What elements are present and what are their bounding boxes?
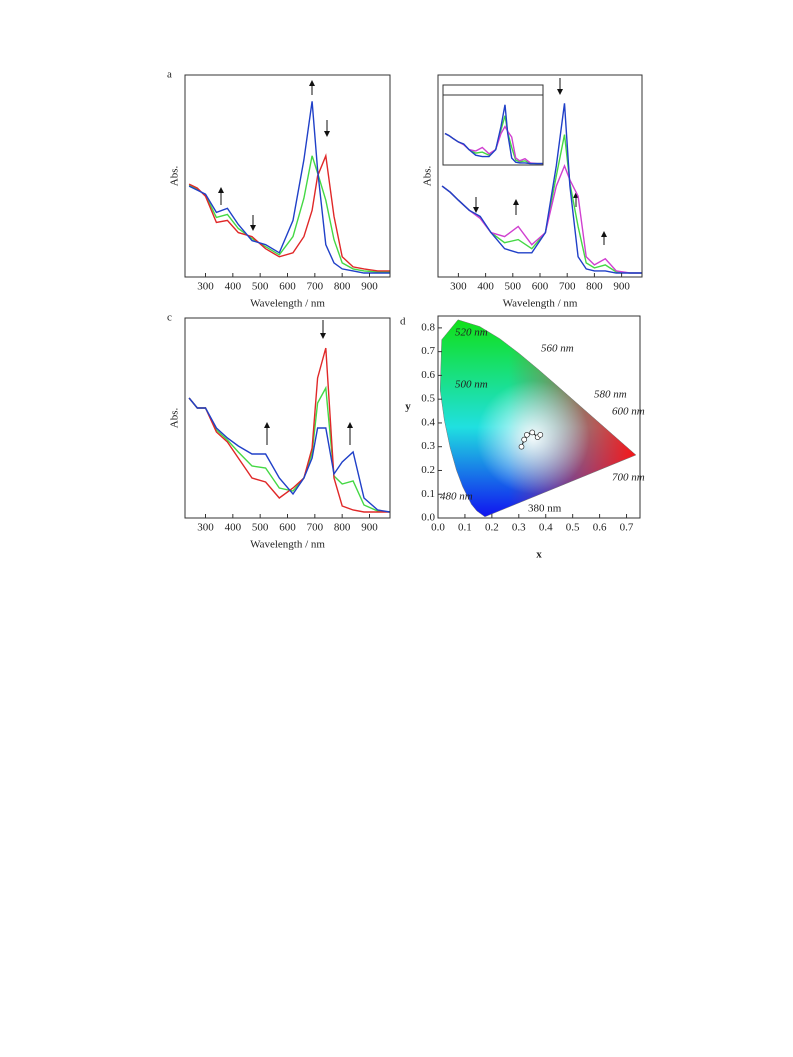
plot-frame bbox=[442, 94, 544, 166]
plot-frame bbox=[437, 315, 641, 519]
x-tick-label: 600 bbox=[279, 281, 296, 293]
y-axis-label: Abs. bbox=[422, 166, 434, 187]
x-axis-label: Wavelength / nm bbox=[250, 539, 325, 551]
x-tick-label: 500 bbox=[252, 281, 269, 293]
color-point bbox=[529, 429, 536, 436]
y-tick-label: 0.8 bbox=[421, 321, 435, 333]
spectral-locus bbox=[439, 319, 637, 518]
y-axis-label: Abs. bbox=[169, 166, 181, 187]
x-tick-label: 500 bbox=[505, 281, 522, 293]
x-tick-label: 0.7 bbox=[620, 522, 634, 534]
wavelength-label: 520 nm bbox=[455, 327, 488, 339]
spectrum-line bbox=[444, 104, 543, 165]
x-tick-label: 900 bbox=[361, 281, 378, 293]
x-tick-label: 300 bbox=[450, 281, 467, 293]
spectrum-line bbox=[188, 101, 390, 274]
x-tick-label: 800 bbox=[334, 522, 351, 534]
y-tick-label: 0.3 bbox=[421, 440, 435, 452]
gamut bbox=[440, 319, 636, 517]
spectrum-line bbox=[188, 347, 390, 513]
y-tick-label: 0.7 bbox=[421, 345, 435, 357]
x-tick-label: 0.3 bbox=[512, 522, 526, 534]
y-tick-label: 0.1 bbox=[421, 488, 435, 500]
spectrum-line bbox=[441, 134, 642, 274]
wavelength-label: 600 nm bbox=[612, 406, 645, 418]
x-tick-label: 600 bbox=[532, 281, 549, 293]
wavelength-label: 700 nm bbox=[612, 472, 645, 484]
x-tick-label: 0.1 bbox=[458, 522, 472, 534]
color-point bbox=[518, 443, 525, 450]
panel-label: c bbox=[167, 312, 172, 324]
x-tick-label: 700 bbox=[307, 281, 324, 293]
x-tick-label: 400 bbox=[225, 522, 242, 534]
y-axis-label: Abs. bbox=[169, 408, 181, 429]
wavelength-label: 580 nm bbox=[594, 389, 627, 401]
arrows bbox=[218, 78, 607, 445]
x-tick-label: 500 bbox=[252, 522, 269, 534]
y-tick-label: 0.5 bbox=[421, 393, 435, 405]
x-tick-label: 0.5 bbox=[566, 522, 580, 534]
x-axis-label: Wavelength / nm bbox=[250, 298, 325, 310]
y-tick-label: 0.4 bbox=[421, 416, 435, 428]
x-tick-label: 800 bbox=[586, 281, 603, 293]
y-tick-label: 0.0 bbox=[421, 512, 435, 524]
x-axis-label: Wavelength / nm bbox=[503, 298, 578, 310]
wavelength-label: 500 nm bbox=[455, 379, 488, 391]
spectrum-line bbox=[188, 397, 391, 513]
x-tick-label: 300 bbox=[197, 281, 214, 293]
color-point bbox=[521, 436, 527, 443]
panel-label: a bbox=[167, 69, 172, 81]
spectrum-line bbox=[188, 155, 390, 273]
spectrum-line bbox=[444, 115, 543, 165]
x-tick-label: 0.4 bbox=[539, 522, 553, 534]
y-tick-label: 0.2 bbox=[421, 464, 435, 476]
spectrum-line bbox=[441, 163, 642, 274]
x-tick-label: 800 bbox=[334, 281, 351, 293]
x-axis-label: x bbox=[536, 549, 542, 561]
wavelength-label: 480 nm bbox=[440, 491, 473, 503]
x-tick-label: 0.0 bbox=[431, 522, 445, 534]
y-axis-label: y bbox=[405, 401, 411, 413]
gamut-fill bbox=[440, 319, 636, 517]
x-tick-label: 0.2 bbox=[485, 522, 499, 534]
color-point bbox=[524, 432, 530, 438]
x-tick-label: 600 bbox=[279, 522, 296, 534]
spectrum-line bbox=[444, 125, 543, 165]
x-tick-label: 300 bbox=[197, 522, 214, 534]
wavelength-label: 380 nm bbox=[528, 503, 562, 515]
x-tick-label: 700 bbox=[559, 281, 576, 293]
x-tick-label: 0.6 bbox=[593, 522, 607, 534]
color-point bbox=[537, 432, 544, 438]
spectrum-line bbox=[441, 103, 642, 274]
plot-frame bbox=[184, 74, 391, 278]
x-tick-label: 400 bbox=[477, 281, 494, 293]
x-tick-label: 900 bbox=[361, 522, 378, 534]
x-tick-label: 700 bbox=[307, 522, 324, 534]
x-tick-label: 900 bbox=[613, 281, 630, 293]
y-tick-label: 0.6 bbox=[421, 369, 435, 381]
plot-frame bbox=[437, 74, 643, 278]
panel-label: d bbox=[400, 316, 406, 328]
spectrum-line bbox=[188, 385, 391, 513]
wavelength-label: 560 nm bbox=[541, 343, 574, 355]
x-tick-label: 400 bbox=[225, 281, 242, 293]
spectrum-line bbox=[188, 153, 390, 272]
